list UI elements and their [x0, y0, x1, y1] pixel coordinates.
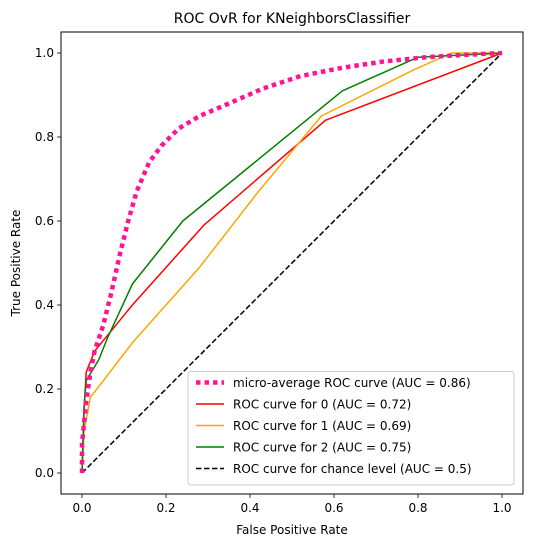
axes: 0.0 0.2 0.4 0.6 0.8 1.0 0.0 0.2 0.4 0.6 0.8 1.0	[35, 46, 512, 515]
plot-frame	[60, 31, 524, 495]
x-axis-title: False Positive Rate	[236, 523, 348, 537]
x-tick-label: 0.2	[156, 501, 175, 515]
legend-label: ROC curve for 1 (AUC = 0.69)	[233, 419, 411, 433]
legend-box	[187, 371, 515, 486]
y-axis-title: True Positive Rate	[9, 210, 23, 318]
y-tick-label: 0.6	[35, 214, 54, 228]
series-line-4	[81, 52, 503, 474]
series-line-0	[79, 50, 503, 473]
series-line-2	[81, 52, 502, 474]
y-tick-label: 0.4	[35, 298, 54, 312]
y-tick-label: 0.0	[35, 466, 54, 480]
y-tick-label: 1.0	[35, 46, 54, 60]
legend-label: ROC curve for 2 (AUC = 0.75)	[233, 441, 411, 455]
x-tick-label: 1.0	[492, 501, 511, 515]
legend-label: ROC curve for chance level (AUC = 0.5)	[233, 462, 472, 476]
legend-label: micro-average ROC curve (AUC = 0.86)	[233, 376, 471, 390]
x-tick-label: 0.6	[324, 501, 343, 515]
chart-title: ROC OvR for KNeighborsClassifier	[174, 11, 411, 27]
x-tick-label: 0.0	[72, 501, 91, 515]
y-tick-label: 0.2	[35, 382, 54, 396]
x-tick-label: 0.8	[408, 501, 427, 515]
plot-area	[79, 50, 503, 474]
legend-label: ROC curve for 0 (AUC = 0.72)	[233, 398, 411, 412]
x-tick-label: 0.4	[240, 501, 259, 515]
legend: micro-average ROC curve (AUC = 0.86) ROC …	[187, 371, 515, 486]
y-tick-label: 0.8	[35, 130, 54, 144]
